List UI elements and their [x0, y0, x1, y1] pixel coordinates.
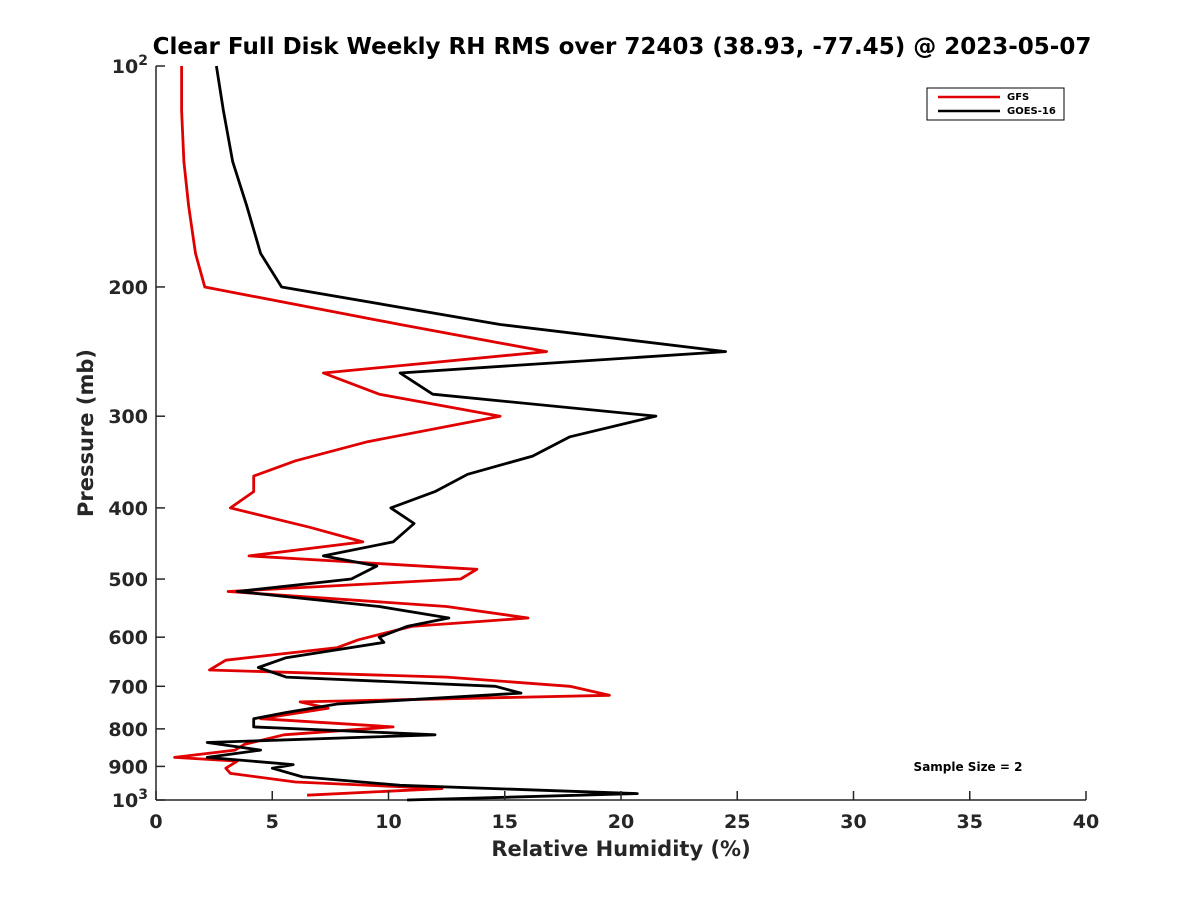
x-tick-label: 30 [840, 811, 866, 833]
legend-label-gfs: GFS [1007, 92, 1029, 103]
x-tick-label: 40 [1073, 811, 1099, 833]
series-line-gfs [173, 66, 611, 797]
x-tick-label: 10 [375, 811, 401, 833]
y-axis-label: Pressure (mb) [74, 349, 98, 517]
legend-box [926, 87, 1065, 121]
series-line-goes-16 [205, 65, 727, 802]
x-tick-label: 25 [724, 811, 750, 833]
chart-title: Clear Full Disk Weekly RH RMS over 72403… [153, 34, 1092, 60]
x-tick-label: 20 [608, 811, 634, 833]
y-tick-label: 900 [108, 756, 148, 778]
y-tick-label: 300 [108, 406, 148, 428]
y-tick-label: 102 [112, 53, 148, 78]
y-tick-label: 200 [108, 277, 148, 299]
plot-area [155, 66, 1086, 801]
y-tick-label: 103 [112, 787, 148, 812]
legend-label-goes-16: GOES-16 [1007, 106, 1056, 117]
y-tick-label: 800 [108, 719, 148, 741]
y-tick-label: 400 [108, 498, 148, 520]
y-tick-label: 600 [108, 627, 148, 649]
y-axis-ticks: 102 200 300 400 500 600 700 800 900 103 [108, 53, 165, 812]
series-layer [173, 65, 727, 802]
x-tick-label: 0 [149, 811, 162, 833]
x-tick-label: 5 [266, 811, 279, 833]
x-tick-label: 35 [957, 811, 983, 833]
y-tick-label: 700 [108, 676, 148, 698]
y-tick-label: 500 [108, 569, 148, 591]
sample-size-annotation: Sample Size = 2 [914, 760, 1023, 774]
x-axis-ticks: 0 5 10 15 20 25 30 35 40 [149, 791, 1099, 833]
x-tick-label: 15 [492, 811, 518, 833]
x-axis-label: Relative Humidity (%) [491, 837, 750, 861]
legend: GFS GOES-16 [926, 87, 1065, 121]
